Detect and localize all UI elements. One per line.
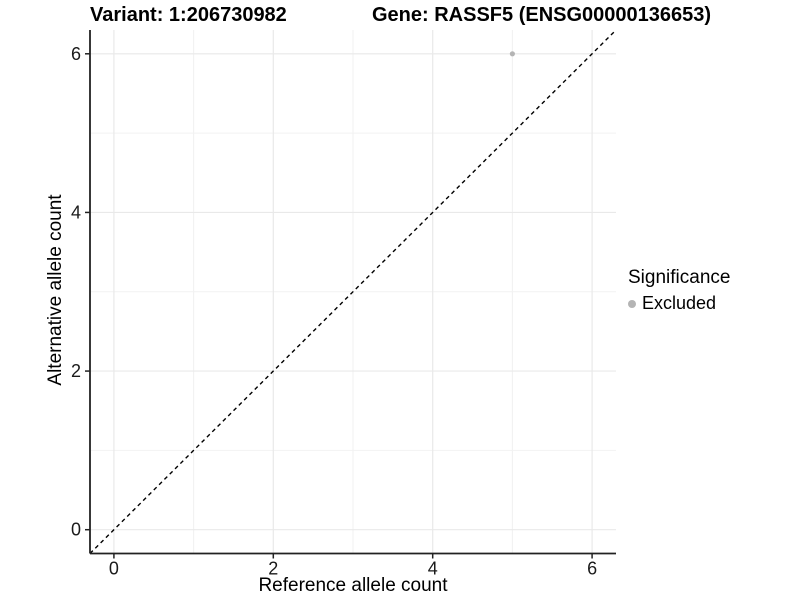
x-tick-label: 2 xyxy=(268,559,278,579)
x-axis-title: Reference allele count xyxy=(258,575,448,596)
y-axis-title: Alternative allele count xyxy=(45,194,66,386)
legend: Significance Excluded xyxy=(628,267,730,314)
data-point xyxy=(509,51,515,57)
y-tick-label: 6 xyxy=(71,44,81,64)
y-tick-label: 4 xyxy=(71,202,81,222)
y-tick-label: 2 xyxy=(71,361,81,381)
legend-title: Significance xyxy=(628,267,731,288)
x-tick-label: 6 xyxy=(587,559,597,579)
legend-point-icon xyxy=(628,299,636,308)
legend-item-label: Excluded xyxy=(642,293,717,313)
y-tick-label: 0 xyxy=(71,520,81,540)
x-tick-label: 0 xyxy=(109,559,119,579)
plot-title-variant: Variant: 1:206730982 xyxy=(90,4,287,26)
identity-line xyxy=(89,29,617,554)
x-tick-label: 4 xyxy=(428,559,438,579)
plot-title-gene: Gene: RASSF5 (ENSG00000136653) xyxy=(372,4,712,26)
legend-item: Excluded xyxy=(628,293,730,314)
